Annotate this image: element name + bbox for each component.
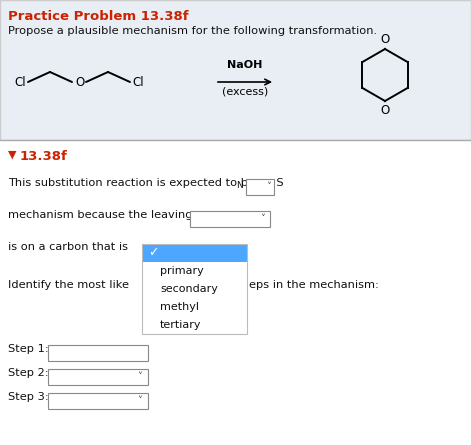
Text: tertiary: tertiary <box>160 320 202 330</box>
Text: Propose a plausible mechanism for the following transformation.: Propose a plausible mechanism for the fo… <box>8 26 377 36</box>
Bar <box>246 179 274 195</box>
Text: Step 3:: Step 3: <box>8 392 49 402</box>
Text: O: O <box>381 33 390 46</box>
Text: Practice Problem 13.38f: Practice Problem 13.38f <box>8 10 188 23</box>
Text: Identify the most like: Identify the most like <box>8 280 129 290</box>
Bar <box>0 140 471 445</box>
Bar <box>142 244 247 334</box>
Text: Step 1:: Step 1: <box>8 344 49 354</box>
Text: secondary: secondary <box>160 284 218 294</box>
Text: ˅: ˅ <box>138 372 142 382</box>
Bar <box>0 0 471 140</box>
Bar <box>48 345 148 361</box>
Text: ▼: ▼ <box>8 150 16 160</box>
Text: ✓: ✓ <box>148 247 159 259</box>
Bar <box>142 244 247 262</box>
Bar <box>142 316 247 334</box>
Bar <box>48 393 148 409</box>
Text: NaOH: NaOH <box>227 60 263 70</box>
Text: ˅: ˅ <box>138 396 142 406</box>
Text: O: O <box>75 76 84 89</box>
Text: N: N <box>236 181 243 190</box>
Text: ˅: ˅ <box>260 214 266 224</box>
Text: is on a carbon that is: is on a carbon that is <box>8 242 128 252</box>
Text: primary: primary <box>160 266 204 276</box>
Bar <box>142 262 247 280</box>
Text: (excess): (excess) <box>222 86 268 96</box>
Text: Step 2:: Step 2: <box>8 368 49 378</box>
Bar <box>142 298 247 316</box>
Text: Cl: Cl <box>14 76 25 89</box>
Text: ˅: ˅ <box>267 182 271 192</box>
Text: eps in the mechanism:: eps in the mechanism: <box>249 280 379 290</box>
Bar <box>48 369 148 385</box>
Text: methyl: methyl <box>160 302 199 312</box>
Bar <box>190 211 270 227</box>
Bar <box>142 280 247 298</box>
Text: 13.38f: 13.38f <box>20 150 68 163</box>
Text: mechanism because the leaving group,: mechanism because the leaving group, <box>8 210 233 220</box>
Text: O: O <box>381 104 390 117</box>
Text: Cl: Cl <box>132 76 144 89</box>
Text: This substitution reaction is expected to be an S: This substitution reaction is expected t… <box>8 178 284 188</box>
